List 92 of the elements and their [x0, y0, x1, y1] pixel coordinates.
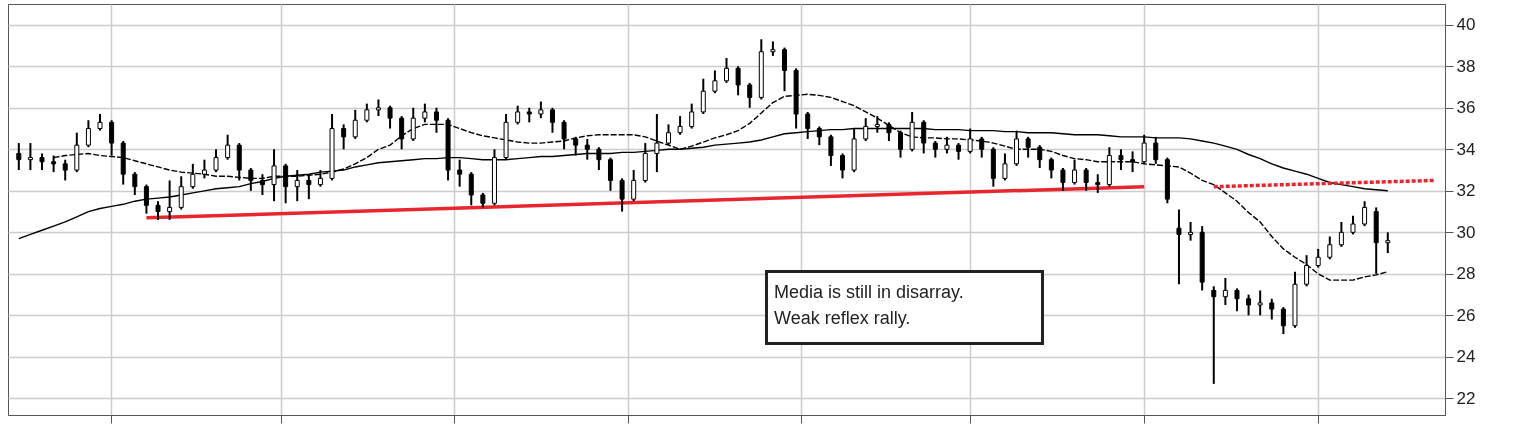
candlestick [573, 135, 579, 157]
candlestick [1060, 166, 1066, 192]
candlestick [16, 142, 22, 172]
candlestick [1025, 135, 1031, 159]
candlestick [457, 158, 463, 188]
annotation: Weak reflex rally. [774, 307, 912, 330]
y-tick-label: 30 [1456, 222, 1476, 242]
candlestick [1095, 173, 1101, 194]
candlestick [700, 77, 706, 116]
candlestick [422, 102, 428, 124]
y-tick-label: 32 [1456, 181, 1476, 201]
candlestick [1257, 289, 1263, 317]
y-tick-label: 28 [1456, 264, 1476, 284]
candlestick [341, 123, 347, 151]
candlestick [515, 104, 521, 126]
candlestick [62, 158, 68, 182]
candlestick [1280, 306, 1286, 336]
candlestick [225, 133, 231, 161]
candlestick [1118, 148, 1124, 172]
candlestick [549, 106, 555, 134]
candlestick [387, 104, 393, 130]
candlestick [689, 102, 695, 130]
candlestick [631, 169, 637, 203]
candlestick [1269, 297, 1275, 321]
candlestick [190, 162, 196, 190]
y-tick-label: 22 [1456, 388, 1476, 408]
candlestick [283, 162, 289, 205]
candlestick [979, 135, 985, 159]
candlestick [1385, 231, 1391, 255]
candlestick [1141, 133, 1147, 165]
candlestick [364, 102, 370, 124]
candlestick [724, 56, 729, 84]
candlestick [433, 106, 439, 134]
candlestick [306, 173, 312, 201]
y-tick-label: 40 [1456, 15, 1476, 35]
candlestick [1362, 200, 1368, 228]
candlestick [584, 137, 590, 161]
candlestick [109, 119, 115, 157]
y-tick-label: 26 [1456, 305, 1476, 325]
candlestick [665, 123, 671, 147]
candlestick [178, 175, 184, 211]
candlestick [271, 148, 277, 203]
candlestick [1338, 220, 1344, 248]
candlestick [828, 133, 834, 167]
candlestick [468, 171, 474, 207]
candlestick [410, 106, 416, 142]
candlestick [1153, 135, 1159, 165]
candlestick [1327, 235, 1333, 261]
candlestick [1315, 247, 1321, 269]
candlestick [747, 81, 753, 109]
candlestick [1072, 158, 1078, 186]
y-tick-label: 36 [1456, 98, 1476, 118]
candlestick [201, 158, 207, 180]
candlestick [1002, 152, 1008, 182]
candlestick [213, 148, 219, 174]
candlestick [712, 69, 718, 95]
annotation: Media is still in disarray. [774, 281, 965, 304]
candlestick [399, 115, 405, 151]
candlestick [619, 177, 625, 213]
candlestick [259, 173, 265, 196]
candlestick [167, 179, 173, 221]
note-box: Media is still in disarray. Weak reflex rally. [765, 270, 1044, 345]
candlestick [840, 152, 846, 180]
y-tick-label: 24 [1456, 347, 1476, 367]
candlestick [1350, 214, 1356, 236]
candlestick [1188, 220, 1194, 242]
candlestick [1222, 277, 1228, 306]
candlestick [561, 119, 567, 151]
candlestick [1083, 166, 1089, 192]
candlestick [898, 129, 904, 159]
candlestick [596, 146, 602, 172]
candlestick [1234, 287, 1240, 313]
candlestick [1176, 208, 1182, 286]
candlestick [143, 183, 149, 215]
candlestick [607, 156, 613, 192]
candlestick [248, 166, 254, 192]
y-tick-label: 38 [1456, 56, 1476, 76]
candlestick [677, 115, 683, 136]
candlestick [1037, 144, 1043, 169]
candlestick [294, 169, 300, 203]
candlestick [1130, 150, 1136, 174]
candlestick [27, 142, 33, 172]
candlestick [132, 171, 138, 196]
candlestick [782, 46, 788, 93]
candlestick [85, 119, 91, 149]
candlestick [1246, 293, 1252, 317]
y-tick-label: 34 [1456, 139, 1476, 159]
candlestick [1211, 285, 1217, 385]
candlestick [352, 108, 358, 140]
candlestick [735, 65, 741, 97]
candlestick [1048, 156, 1054, 180]
candlestick [155, 200, 161, 221]
